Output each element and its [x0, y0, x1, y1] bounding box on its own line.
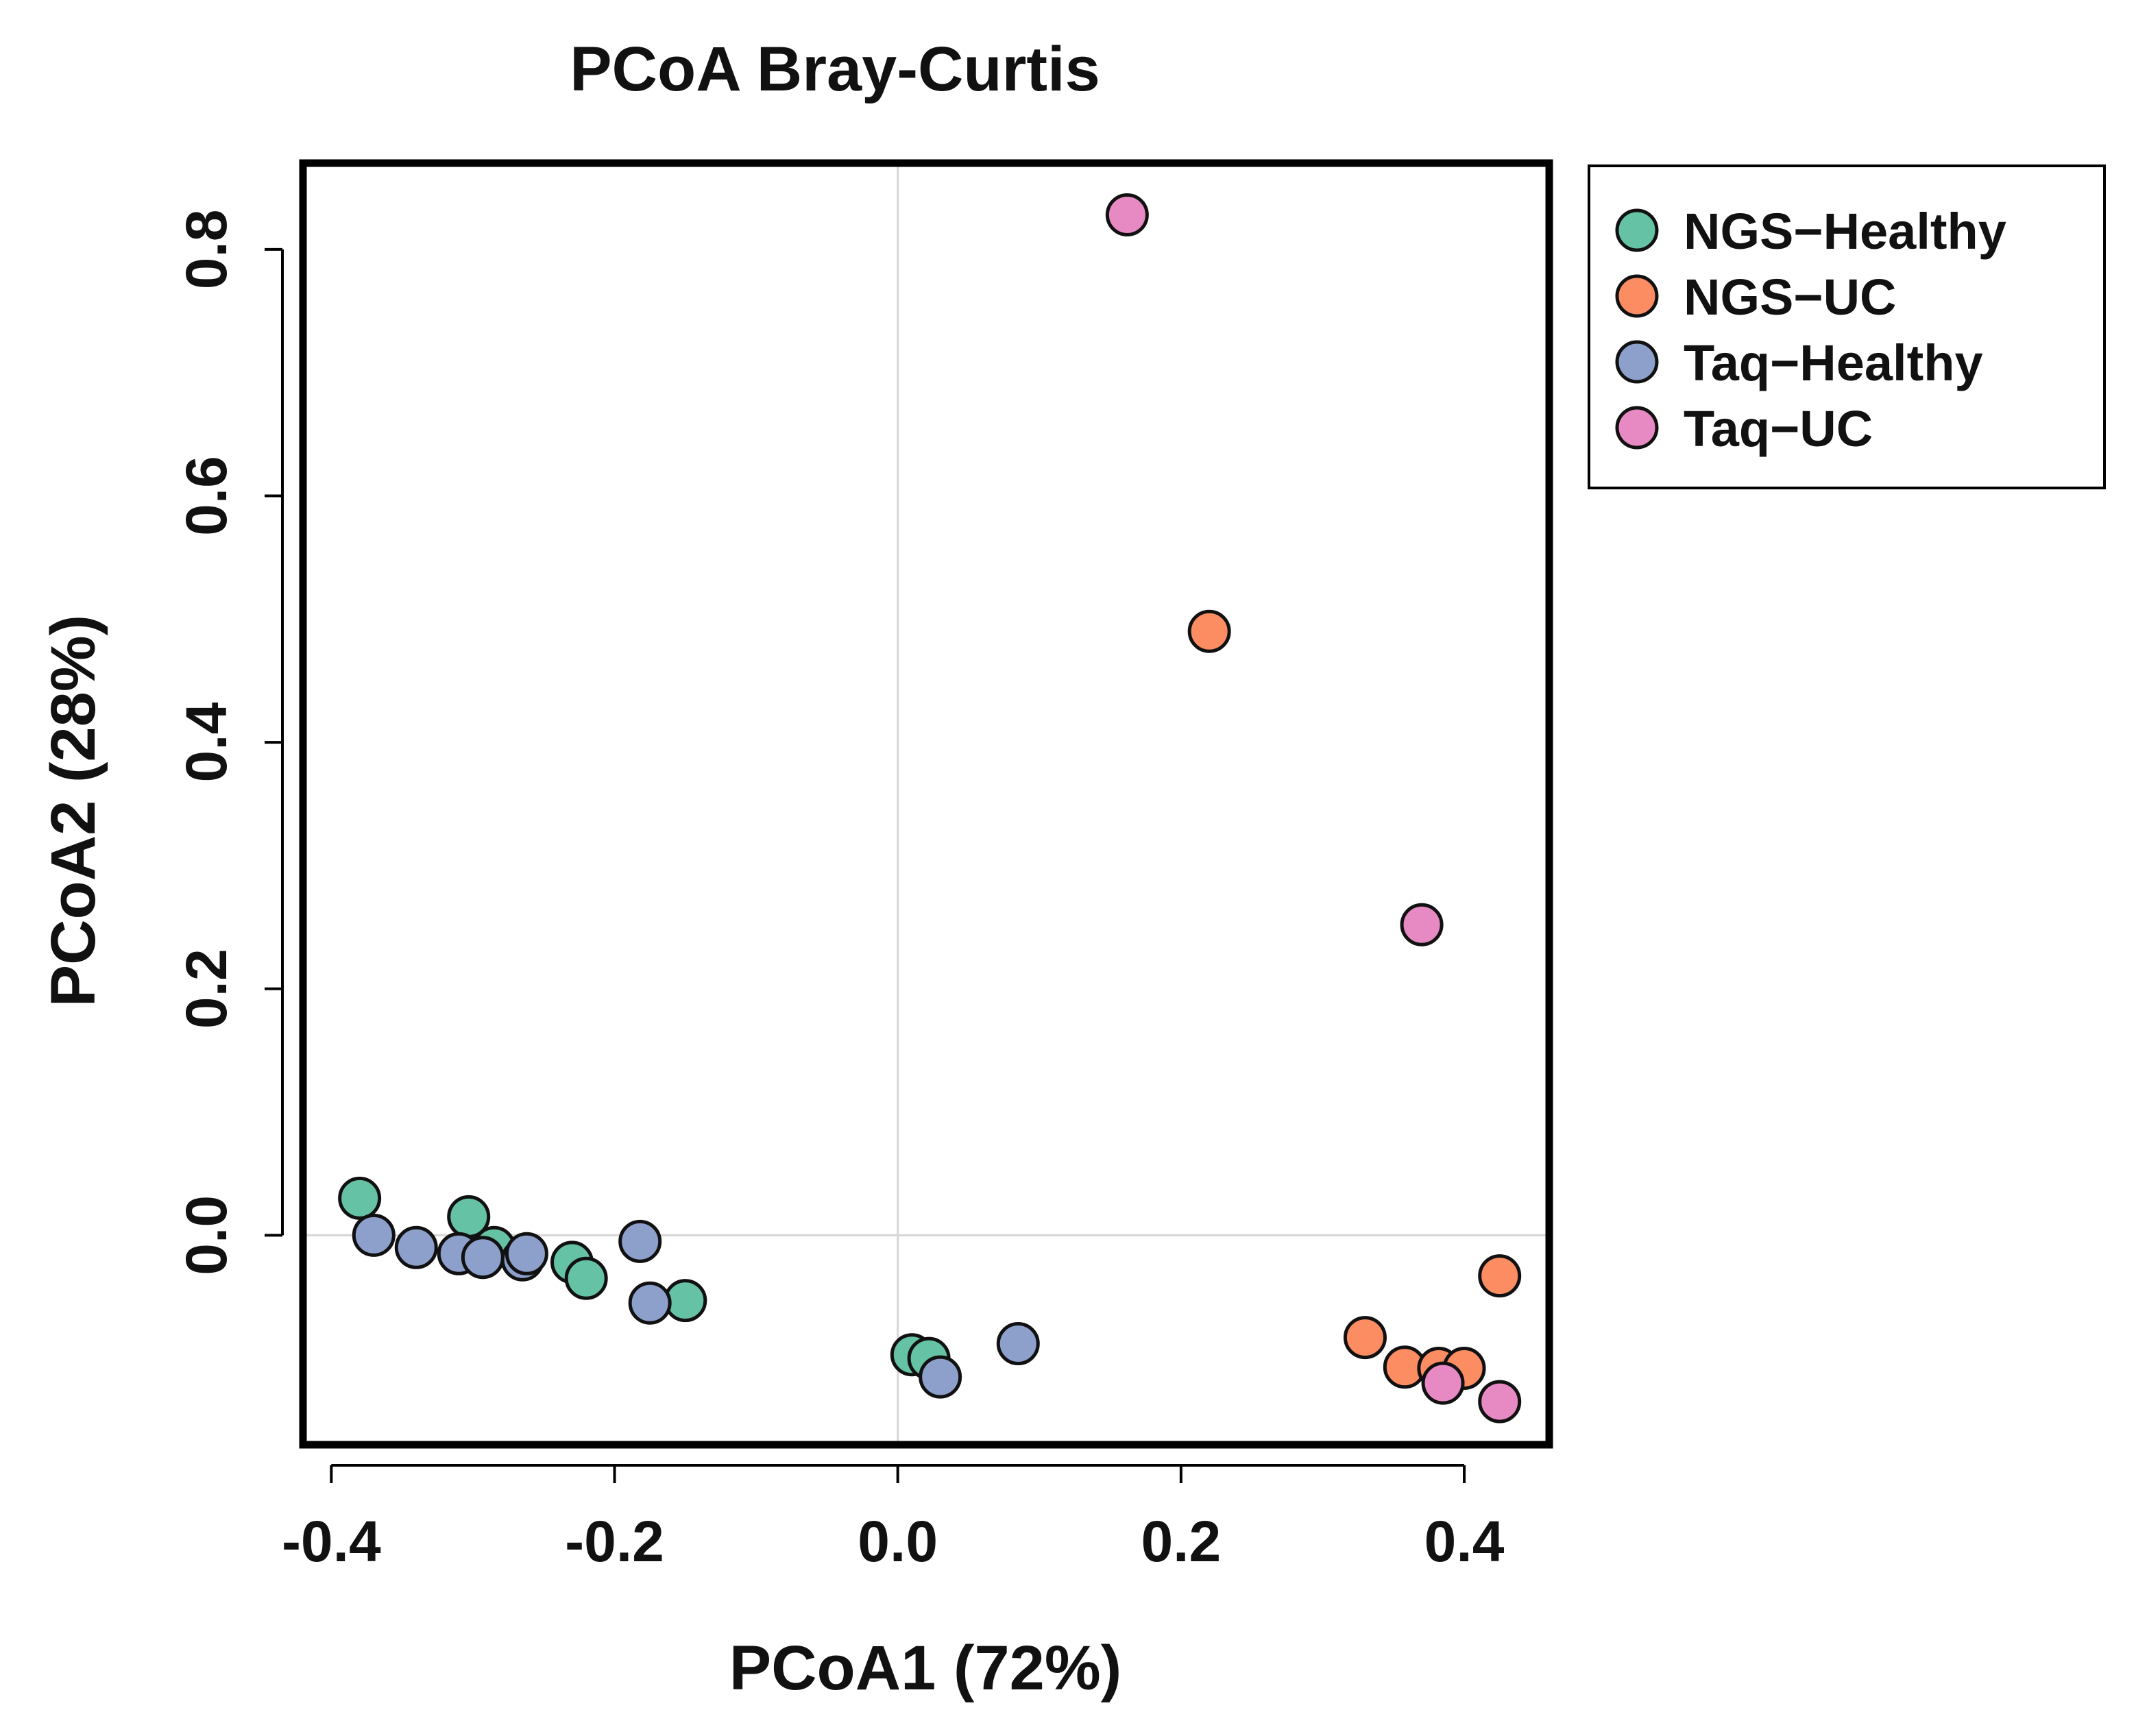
data-point-4-4 [1478, 1380, 1522, 1423]
x-axis: -0.4 -0.2 0.0 0.2 0.4 [282, 1464, 1505, 1574]
data-point-3-6 [505, 1232, 548, 1275]
x-tick-label-5: 0.4 [1424, 1509, 1505, 1574]
chart-title: PCoA Bray-Curtis [570, 34, 1100, 104]
data-point-1-1 [338, 1176, 382, 1220]
data-point-3-4 [461, 1236, 505, 1280]
x-tick-label-1: -0.4 [282, 1509, 381, 1574]
x-tick-label-3: 0.0 [858, 1509, 938, 1574]
data-point-4-2 [1400, 903, 1444, 946]
y-tick-label-3: 0.4 [174, 702, 239, 782]
x-tick-label-4: 0.2 [1141, 1509, 1221, 1574]
plot-frame [299, 159, 1553, 1449]
legend-marker-3 [1615, 340, 1659, 384]
legend-marker-1 [1615, 208, 1659, 252]
legend-marker-4 [1615, 406, 1659, 450]
data-point-3-2 [394, 1225, 438, 1269]
data-point-2-2 [1478, 1254, 1522, 1298]
data-points [338, 193, 1522, 1423]
legend-label-4: Taq−UC [1684, 400, 1873, 457]
legend-label-1: NGS−Healthy [1684, 203, 2006, 260]
data-point-2-1 [1187, 609, 1231, 653]
data-point-3-1 [352, 1213, 396, 1257]
y-tick-label-5: 0.8 [174, 209, 239, 289]
legend-box [1588, 164, 2106, 489]
y-tick-label-1: 0.0 [174, 1195, 239, 1275]
x-axis-label: PCoA1 (72%) [729, 1633, 1122, 1703]
y-tick-label-4: 0.6 [174, 456, 239, 536]
data-point-1-6 [664, 1279, 707, 1323]
legend-label-2: NGS−UC [1684, 269, 1896, 326]
x-tick-label-2: -0.2 [565, 1509, 664, 1574]
data-point-3-10 [919, 1355, 962, 1399]
data-point-3-7 [618, 1219, 662, 1263]
y-axis-label: PCoA2 (28%) [38, 615, 108, 1007]
data-point-3-8 [628, 1281, 672, 1325]
y-tick-label-2: 0.2 [174, 949, 239, 1029]
data-point-1-5 [564, 1256, 608, 1300]
data-point-4-1 [1105, 193, 1149, 237]
legend-marker-2 [1615, 274, 1659, 318]
data-point-2-3 [1343, 1316, 1387, 1360]
data-point-4-3 [1421, 1361, 1465, 1405]
legend: NGS−Healthy NGS−UC Taq−Healthy Taq−UC [1588, 164, 2106, 489]
data-point-3-9 [996, 1322, 1040, 1366]
y-axis: 0.0 0.2 0.4 0.6 0.8 [174, 209, 284, 1275]
legend-label-3: Taq−Healthy [1684, 334, 1983, 391]
